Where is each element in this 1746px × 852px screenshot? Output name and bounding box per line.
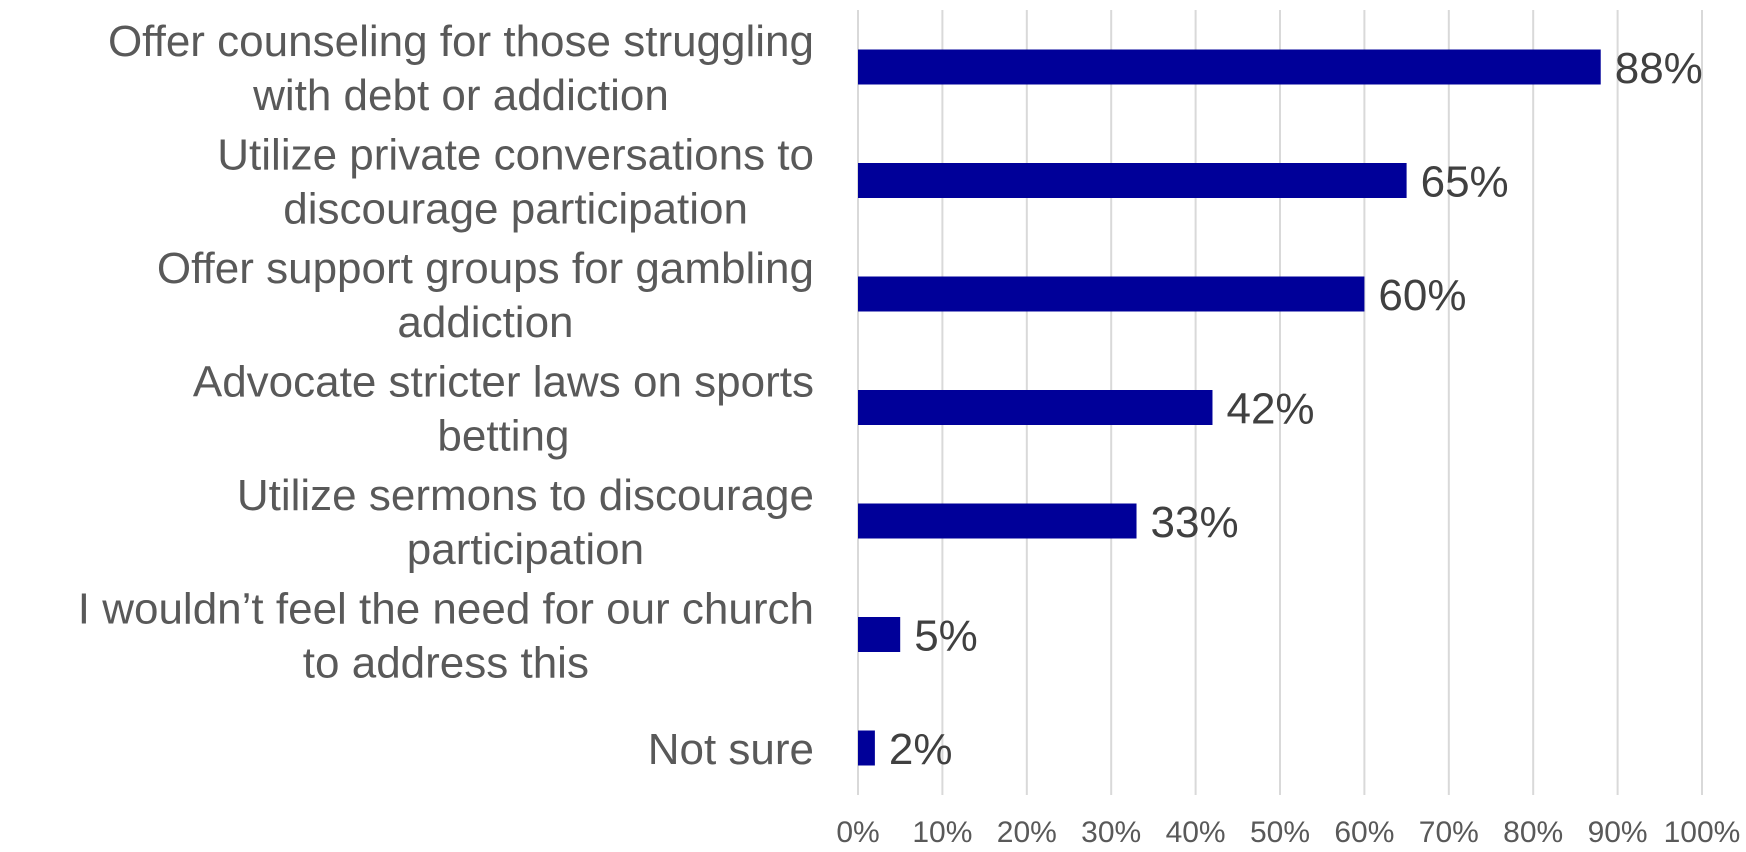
bar: [858, 503, 1137, 539]
x-tick-label: 60%: [1334, 816, 1394, 849]
category-label: to address this: [303, 639, 589, 688]
x-tick-label: 20%: [997, 816, 1057, 849]
bar: [858, 163, 1407, 198]
category-label: I wouldn’t feel the need for our church: [78, 585, 814, 634]
category-label: participation: [407, 525, 644, 574]
data-label: 5%: [914, 612, 978, 661]
category-label: Utilize private conversations to: [217, 131, 814, 180]
category-label: with debt or addiction: [252, 71, 669, 120]
x-tick-label: 0%: [836, 816, 879, 849]
x-tick-label: 90%: [1588, 816, 1648, 849]
x-tick-label: 50%: [1250, 816, 1310, 849]
category-label: Utilize sermons to discourage: [237, 471, 814, 520]
bar: [858, 617, 901, 652]
data-label: 65%: [1421, 158, 1509, 207]
data-label: 33%: [1151, 498, 1239, 547]
category-label: addiction: [397, 298, 573, 347]
x-tick-label: 80%: [1503, 816, 1563, 849]
data-label: 88%: [1615, 44, 1703, 93]
category-label: Not sure: [648, 725, 814, 774]
x-tick-label: 40%: [1166, 816, 1226, 849]
category-label: discourage participation: [283, 185, 748, 234]
bar: [858, 390, 1213, 425]
data-label: 60%: [1378, 271, 1466, 320]
bar: [858, 276, 1365, 312]
category-label: betting: [437, 412, 569, 461]
x-tick-label: 30%: [1081, 816, 1141, 849]
data-label: 42%: [1226, 385, 1314, 434]
data-labels: 88% 65% 60% 42% 33% 5% 2%: [889, 44, 1703, 774]
bars: [858, 49, 1601, 766]
bar: [858, 730, 875, 766]
category-label: Offer counseling for those struggling: [108, 17, 814, 66]
x-tick-label: 10%: [912, 816, 972, 849]
category-label: Offer support groups for gambling: [157, 244, 814, 293]
bar: [858, 49, 1601, 85]
x-tick-label: 100%: [1664, 816, 1741, 849]
x-tick-label: 70%: [1419, 816, 1479, 849]
category-label: Advocate stricter laws on sports: [193, 358, 814, 407]
x-axis-tick-labels: 0% 10% 20% 30% 40% 50% 60% 70% 80% 90% 100%: [836, 816, 1740, 849]
category-labels: Offer counseling for those struggling wit…: [78, 17, 814, 774]
data-label: 2%: [889, 725, 953, 774]
